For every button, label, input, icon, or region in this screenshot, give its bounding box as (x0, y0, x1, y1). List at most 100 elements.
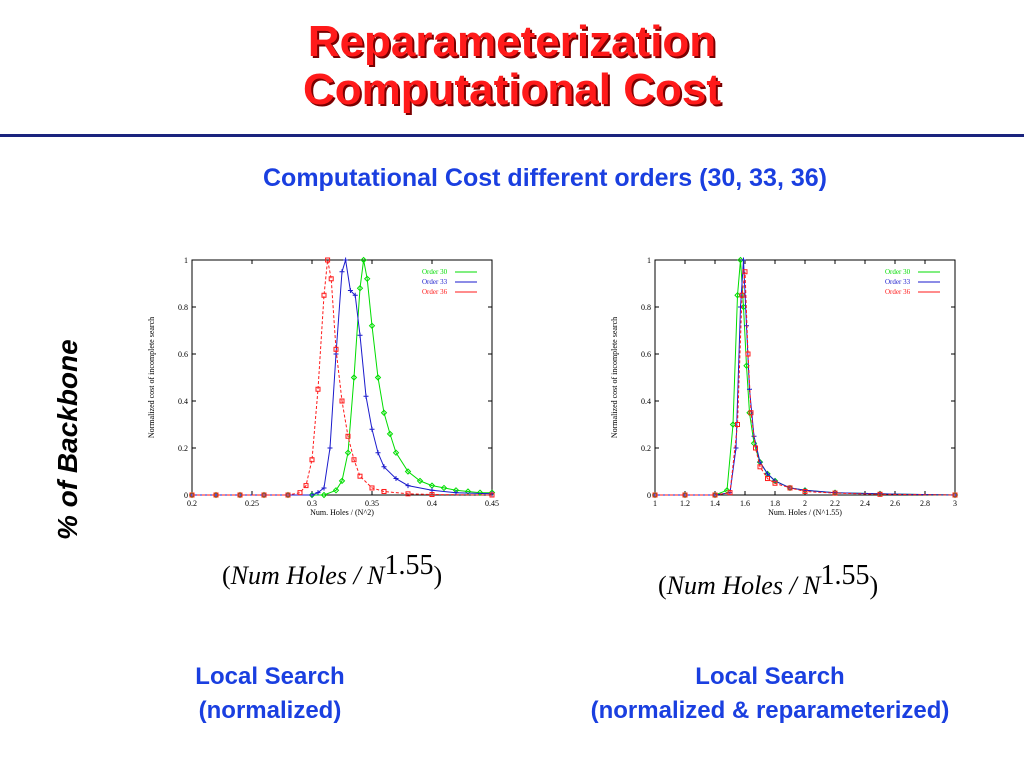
data-point (429, 487, 435, 493)
y-side-label: % of Backbone (52, 339, 83, 540)
data-point (325, 257, 331, 263)
formula-exponent: 1.55 (384, 550, 434, 581)
data-point (404, 468, 412, 475)
formula-right: (Num Holes / N1.55) (658, 560, 879, 602)
caption-line-1: Local Search (695, 663, 845, 690)
legend-label: Order 30 (422, 268, 448, 276)
data-point (351, 457, 357, 463)
y-tick-label: 0.8 (178, 303, 188, 312)
data-point (381, 488, 387, 494)
data-point (489, 492, 495, 498)
data-point (765, 471, 770, 477)
data-point (315, 490, 321, 496)
data-point (350, 374, 358, 381)
data-point (369, 426, 375, 432)
legend-label: Order 36 (422, 288, 448, 296)
y-tick-label: 0.4 (641, 397, 651, 406)
x-tick-label: 0.45 (485, 499, 499, 508)
x-tick-label: 1.2 (680, 499, 690, 508)
x-axis-label: Num. Holes / (N^2) (310, 508, 374, 517)
x-tick-label: 2.8 (920, 499, 930, 508)
title-divider (0, 134, 1024, 137)
data-point (832, 490, 838, 496)
caption-left: Local Search (normalized) (130, 660, 410, 728)
data-point (338, 477, 346, 485)
data-point (345, 433, 351, 439)
data-point (405, 483, 411, 489)
data-point (757, 459, 763, 465)
legend-label: Order 33 (422, 278, 448, 286)
data-point (772, 480, 778, 486)
title-line-2: Computational Cost (303, 65, 721, 114)
data-point (739, 292, 745, 298)
data-point (309, 492, 315, 498)
slide-subtitle: Computational Cost different orders (30,… (263, 164, 827, 192)
title-line-1: Reparameterization (307, 17, 717, 66)
data-point (734, 292, 741, 299)
x-tick-label: 2.4 (860, 499, 870, 508)
formula-left: (Num Holes / N1.55) (222, 550, 443, 592)
caption-line-2: (normalized & reparameterized) (590, 697, 950, 724)
data-point (742, 269, 748, 275)
y-tick-label: 1 (647, 256, 651, 265)
caption-right: Local Search (normalized & reparameteriz… (540, 660, 1000, 728)
data-point (321, 292, 327, 298)
y-tick-label: 0.6 (641, 350, 651, 359)
legend-label: Order 33 (885, 278, 911, 286)
data-point (339, 398, 345, 404)
data-point (748, 410, 754, 416)
data-point (380, 409, 388, 416)
data-point (321, 485, 327, 491)
formula-close-paren: ) (433, 561, 443, 590)
data-point (363, 275, 371, 283)
data-point (360, 256, 367, 264)
x-tick-label: 2.6 (890, 499, 900, 508)
data-point (339, 269, 345, 275)
formula-open-paren: ( (222, 561, 231, 590)
data-point (333, 346, 339, 352)
data-point (352, 292, 358, 298)
data-point (357, 473, 363, 479)
x-tick-label: 2 (803, 499, 807, 508)
x-tick-label: 2.2 (830, 499, 840, 508)
plot-frame (191, 259, 493, 496)
x-tick-label: 1.6 (740, 499, 750, 508)
data-point (309, 457, 315, 463)
data-point (712, 492, 718, 498)
series-line (655, 271, 956, 496)
y-tick-label: 0.4 (178, 397, 188, 406)
data-point (369, 485, 375, 491)
x-axis-label: Num. Holes / (N^1.55) (768, 508, 842, 517)
data-point (347, 288, 353, 294)
formula-text: Num Holes / N (230, 561, 385, 590)
slide-title: Reparameterization Computational Cost (0, 18, 1024, 114)
data-point (303, 483, 309, 489)
data-point (285, 492, 291, 498)
data-point (327, 445, 333, 451)
data-point (682, 492, 688, 498)
data-point (802, 488, 808, 494)
formula-close-paren: ) (869, 571, 879, 600)
data-point (787, 485, 793, 491)
data-point (368, 322, 376, 330)
data-point (729, 421, 737, 428)
y-tick-label: 0.8 (641, 303, 651, 312)
data-point (328, 276, 334, 282)
data-point (738, 304, 743, 310)
x-tick-label: 0.2 (187, 499, 197, 508)
data-point (315, 386, 321, 392)
y-tick-label: 0 (184, 491, 188, 500)
data-point (416, 477, 424, 485)
chart-right: 0 0.2 0.4 0.6 0.8 1 1 1.2 1.4 1.6 1.8 2 2.2 2.4 2.6 2.8… (610, 256, 959, 517)
data-point (343, 257, 349, 263)
x-tick-label: 1.8 (770, 499, 780, 508)
data-point (405, 491, 411, 497)
x-tick-label: 3 (953, 499, 957, 508)
data-point (877, 491, 883, 497)
y-tick-label: 0.6 (178, 350, 188, 359)
data-point (765, 476, 770, 482)
y-tick-label: 0.2 (641, 444, 651, 453)
data-point (357, 332, 363, 338)
y-axis-label: Normalized cost of incomplete search (610, 317, 619, 438)
series-line (192, 259, 493, 496)
